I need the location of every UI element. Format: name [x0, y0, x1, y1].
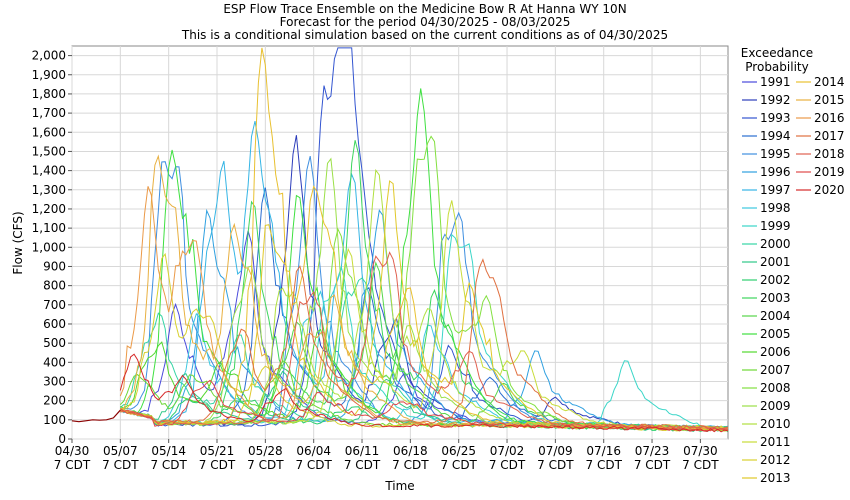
y-tick-label: 1,000 — [32, 240, 66, 254]
legend-label: 2011 — [760, 435, 791, 449]
legend-label: 1993 — [760, 111, 791, 125]
legend-label: 2015 — [814, 93, 845, 107]
x-tick-label: 05/14 — [151, 444, 186, 458]
legend-title: Probability — [745, 60, 808, 74]
plot-area — [71, 45, 729, 440]
y-tick-label: 800 — [43, 279, 66, 293]
y-tick-label: 300 — [43, 374, 66, 388]
y-tick-label: 600 — [43, 317, 66, 331]
series-group — [119, 47, 729, 433]
x-tick-label: 07/02 — [490, 444, 525, 458]
x-tick-sublabel: 7 CDT — [199, 458, 236, 472]
series-line-2019 — [120, 379, 729, 432]
legend-label: 2006 — [760, 345, 791, 359]
legend-label: 2019 — [814, 165, 845, 179]
series-line-2018 — [120, 251, 729, 430]
legend-label: 2004 — [760, 309, 791, 323]
y-tick-label: 1,400 — [32, 164, 66, 178]
x-tick-sublabel: 7 CDT — [150, 458, 187, 472]
legend-label: 2014 — [814, 75, 845, 89]
x-tick-sublabel: 7 CDT — [247, 458, 284, 472]
observed-group — [71, 409, 121, 423]
legend-label: 1997 — [760, 183, 791, 197]
chart-title-line-2: Forecast for the period 04/30/2025 - 08/… — [280, 15, 571, 29]
y-tick-label: 200 — [43, 394, 66, 408]
legend-label: 2010 — [760, 417, 791, 431]
x-tick-label: 07/23 — [635, 444, 670, 458]
y-tick-label: 400 — [43, 355, 66, 369]
x-tick-sublabel: 7 CDT — [489, 458, 526, 472]
legend-label: 1998 — [760, 201, 791, 215]
series-line-2020 — [119, 353, 729, 433]
legend-label: 2008 — [760, 381, 791, 395]
legend-label: 2018 — [814, 147, 845, 161]
legend-label: 1999 — [760, 219, 791, 233]
x-tick-label: 07/16 — [586, 444, 621, 458]
y-tick-label: 0 — [58, 432, 66, 446]
x-tick-sublabel: 7 CDT — [54, 458, 91, 472]
x-tick-label: 06/18 — [393, 444, 428, 458]
y-tick-label: 1,800 — [32, 87, 66, 101]
legend-label: 1992 — [760, 93, 791, 107]
chart-title-line-1: ESP Flow Trace Ensemble on the Medicine … — [223, 2, 626, 16]
legend-label: 2000 — [760, 237, 791, 251]
y-tick-label: 900 — [43, 259, 66, 273]
x-tick-sublabel: 7 CDT — [392, 458, 429, 472]
y-axis-label: Flow (CFS) — [11, 211, 25, 274]
x-tick-sublabel: 7 CDT — [440, 458, 477, 472]
legend-label: 2009 — [760, 399, 791, 413]
x-tick-sublabel: 7 CDT — [344, 458, 381, 472]
legend-label: 2013 — [760, 471, 791, 485]
legend-label: 2020 — [814, 183, 845, 197]
x-tick-sublabel: 7 CDT — [682, 458, 719, 472]
y-tick-label: 1,700 — [32, 106, 66, 120]
series-line-1997 — [119, 120, 728, 430]
chart-titles: ESP Flow Trace Ensemble on the Medicine … — [181, 2, 668, 42]
legend-label: 2017 — [814, 129, 845, 143]
legend-label: 1996 — [760, 165, 791, 179]
y-tick-label: 1,100 — [32, 221, 66, 235]
legend-label: 1994 — [760, 129, 791, 143]
legend-title: Exceedance — [741, 46, 813, 60]
x-tick-sublabel: 7 CDT — [102, 458, 139, 472]
x-tick-label: 07/09 — [538, 444, 573, 458]
x-tick-sublabel: 7 CDT — [634, 458, 671, 472]
x-tick-sublabel: 7 CDT — [295, 458, 332, 472]
x-tick-label: 06/11 — [345, 444, 380, 458]
legend-label: 2003 — [760, 291, 791, 305]
legend-label: 2005 — [760, 327, 791, 341]
y-tick-label: 700 — [43, 298, 66, 312]
y-tick-label: 2,000 — [32, 49, 66, 63]
x-tick-sublabel: 7 CDT — [586, 458, 623, 472]
x-tick-label: 05/21 — [200, 444, 235, 458]
y-tick-label: 100 — [43, 413, 66, 427]
legend-label: 1995 — [760, 147, 791, 161]
x-tick-sublabel: 7 CDT — [537, 458, 574, 472]
y-tick-label: 1,600 — [32, 125, 66, 139]
y-tick-label: 1,300 — [32, 183, 66, 197]
legend-label: 2016 — [814, 111, 845, 125]
y-tick-label: 1,200 — [32, 202, 66, 216]
observed-line — [71, 409, 121, 423]
legend-label: 2012 — [760, 453, 791, 467]
legend-label: 2002 — [760, 273, 791, 287]
y-tick-label: 1,900 — [32, 68, 66, 82]
legend-label: 2007 — [760, 363, 791, 377]
y-axis: 0 100 200 300 400 500 600 700 800 900 1,000 1,100 1,… — [32, 49, 72, 446]
x-tick-label: 05/07 — [103, 444, 138, 458]
legend-label: 2001 — [760, 255, 791, 269]
x-tick-label: 05/28 — [248, 444, 283, 458]
x-tick-label: 04/30 — [55, 444, 90, 458]
y-tick-label: 1,500 — [32, 144, 66, 158]
x-tick-label: 07/30 — [683, 444, 718, 458]
x-tick-label: 06/25 — [441, 444, 476, 458]
x-axis-label: Time — [384, 479, 414, 493]
y-tick-label: 500 — [43, 336, 66, 350]
legend-label: 1991 — [760, 75, 791, 89]
chart-title-line-3: This is a conditional simulation based o… — [181, 28, 668, 42]
x-tick-label: 06/04 — [296, 444, 331, 458]
